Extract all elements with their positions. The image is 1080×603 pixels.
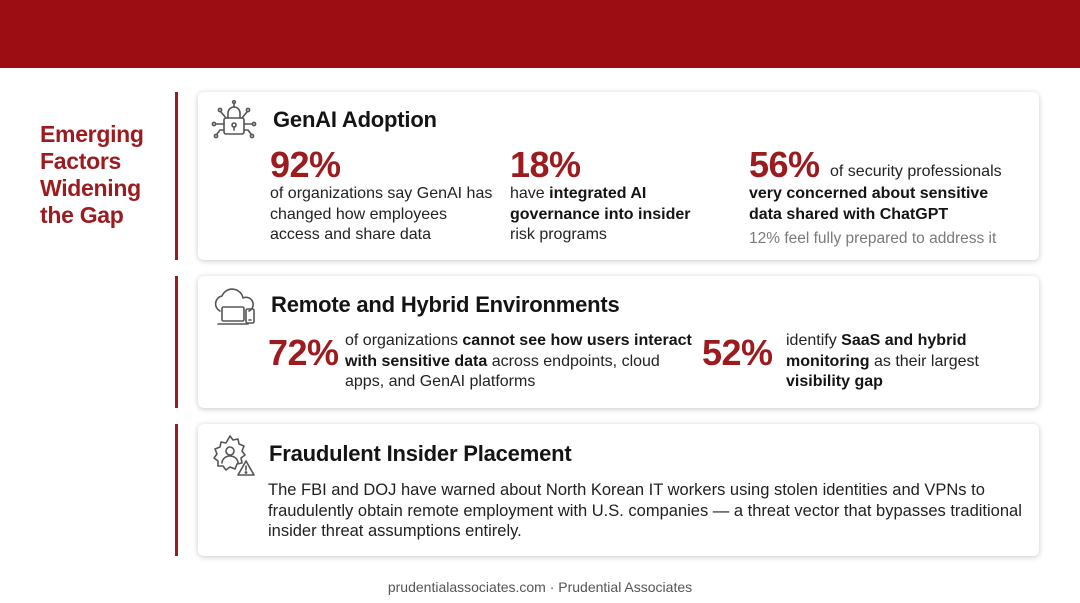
card-paragraph: The FBI and DOJ have warned about North … [268,481,1022,540]
stat-value: 92% [270,144,341,185]
stat-text-plain: as their largest [869,352,979,370]
stat-text-plain: risk programs [510,226,607,243]
stat-description: have integrated AI governance into insid… [510,184,710,246]
stat-text-bold: visibility gap [786,373,883,390]
section-title-line: the Gap [40,202,124,228]
stat-description: of organizations cannot see how users in… [345,331,695,393]
section-title-line: Factors [40,148,121,174]
card-fraudulent-insider: Fraudulent Insider Placement The FBI and… [198,424,1039,556]
cloud-devices-icon [210,285,258,329]
stat-text-bold: cannot see how users interact with sensi… [345,332,692,370]
card-title: Fraudulent Insider Placement [269,441,572,466]
stat-note: 12% feel fully prepared to address it [749,230,997,247]
stat-value: 52% [702,332,773,373]
accent-bar-fraud [175,424,178,556]
stat-text-plain: across endpoints, cloud apps, and GenAI … [345,352,660,391]
stat-text-plain: of organizations [345,332,463,349]
user-gear-warning-icon [210,433,258,477]
stat-text-bold: integrated AI governance into insider [510,185,691,223]
stat-text-bold: very concerned about sensitive data shar… [749,185,989,223]
section-title-line: Widening [40,175,141,201]
stat-value: 18% [510,144,581,185]
accent-bar-remote [175,276,178,408]
stat-description: of security professionals [830,163,1002,180]
section-title: Emerging Factors Widening the Gap [40,121,168,229]
card-remote-hybrid: Remote and Hybrid Environments 72% of or… [198,276,1039,408]
lock-circuit-icon [210,99,258,144]
stat-description: identify SaaS and hybrid monitoring as t… [786,331,1011,393]
stat-value: 56% [749,144,820,185]
stat-text-plain: identify [786,332,842,349]
top-banner [0,0,1080,68]
section-title-line: Emerging [40,121,144,147]
stat-text-plain: have [510,185,550,202]
card-title: Remote and Hybrid Environments [271,292,620,317]
stat-description: very concerned about sensitive data shar… [749,184,1014,225]
card-title: GenAI Adoption [273,107,437,132]
card-genai-adoption: GenAI Adoption 92% of organizations say … [198,92,1039,260]
stat-description: of organizations say GenAI has changed h… [270,185,493,243]
stat-text-bold: SaaS and hybrid monitoring [786,332,967,370]
stat-value: 72% [268,332,339,373]
footer-credit: prudentialassociates.com · Prudential As… [387,579,693,595]
accent-bar-genai [175,92,178,260]
